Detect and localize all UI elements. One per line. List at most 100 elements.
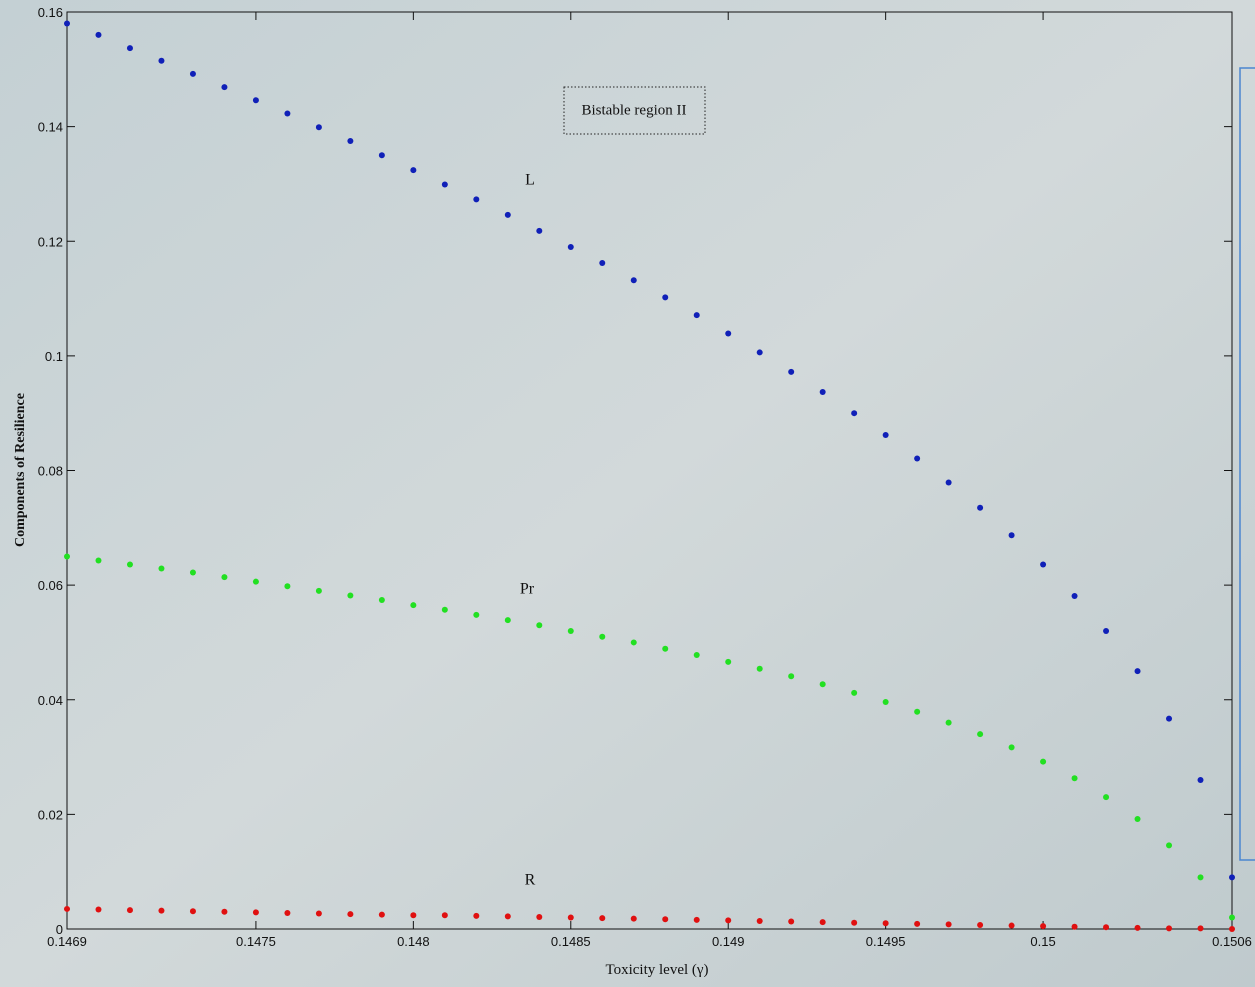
data-point [190,570,196,576]
data-point [95,557,101,563]
data-point [1072,775,1078,781]
data-point [568,915,574,921]
data-point [599,260,605,266]
data-point [221,574,227,580]
data-point [379,912,385,918]
data-point [1135,668,1141,674]
data-point [284,910,290,916]
data-point [568,628,574,634]
data-point [946,921,952,927]
data-point [631,639,637,645]
y-tick-label: 0.08 [38,464,63,479]
data-point [820,681,826,687]
data-point [1009,744,1015,750]
data-point [473,913,479,919]
data-point [1135,816,1141,822]
data-point [851,920,857,926]
data-point [95,907,101,913]
y-tick-label: 0.06 [38,578,63,593]
data-point [1229,915,1235,921]
y-tick-label: 0.04 [38,693,63,708]
data-point [410,167,416,173]
y-tick-label: 0.02 [38,807,63,822]
data-point [1072,593,1078,599]
data-point [127,45,133,51]
data-point [757,666,763,672]
data-point [662,916,668,922]
y-tick-label: 0.16 [38,5,63,20]
data-point [95,32,101,38]
x-tick-label: 0.1495 [866,934,906,949]
x-tick-label: 0.1485 [551,934,591,949]
chart: Bistable region II Toxicity level (γ) Co… [0,0,1255,987]
data-point [127,561,133,567]
data-point [788,673,794,679]
data-point [946,720,952,726]
series-label: Pr [520,581,535,598]
data-point [883,920,889,926]
data-point [914,921,920,927]
data-point [1009,532,1015,538]
x-tick-label: 0.15 [1030,934,1055,949]
data-point [1198,777,1204,783]
x-axis-label: Toxicity level (γ) [605,962,708,978]
data-point [1198,874,1204,880]
data-point [64,20,70,26]
data-point [347,911,353,917]
data-point [505,913,511,919]
data-point [473,612,479,618]
data-point [631,277,637,283]
data-point [914,455,920,461]
data-point [788,919,794,925]
data-point [158,58,164,64]
data-point [568,244,574,250]
y-tick-label: 0.14 [38,120,63,135]
data-point [851,410,857,416]
data-point [316,588,322,594]
data-point [725,331,731,337]
data-point [1103,924,1109,930]
data-point [599,915,605,921]
data-point [221,84,227,90]
data-point [851,690,857,696]
x-tick-label: 0.1469 [47,934,87,949]
data-point [505,617,511,623]
data-point [694,312,700,318]
page: {"chart_data": { "type": "scatter", "xla… [0,0,1255,987]
x-tick-label: 0.148 [397,934,430,949]
data-point [757,349,763,355]
data-point [347,592,353,598]
x-tick-label: 0.1506 [1212,934,1252,949]
data-point [1040,759,1046,765]
data-point [820,919,826,925]
data-point [442,912,448,918]
data-point [442,607,448,613]
data-point [442,182,448,188]
data-point [1166,842,1172,848]
data-point [788,369,794,375]
x-tick-label: 0.149 [712,934,745,949]
data-point [599,634,605,640]
data-point [284,583,290,589]
series-label: R [525,872,536,889]
data-point [1103,628,1109,634]
data-point [190,71,196,77]
data-point [883,699,889,705]
data-point [316,911,322,917]
data-point [410,912,416,918]
data-point [1229,874,1235,880]
data-point [221,909,227,915]
data-point [1103,794,1109,800]
data-point [536,228,542,234]
data-point [757,918,763,924]
data-point [253,909,259,915]
data-point [284,110,290,116]
data-point [473,196,479,202]
series-label: L [525,172,535,189]
data-point [410,602,416,608]
data-point [158,908,164,914]
data-point [946,480,952,486]
data-point [379,597,385,603]
x-tick-label: 0.1475 [236,934,276,949]
data-point [662,294,668,300]
